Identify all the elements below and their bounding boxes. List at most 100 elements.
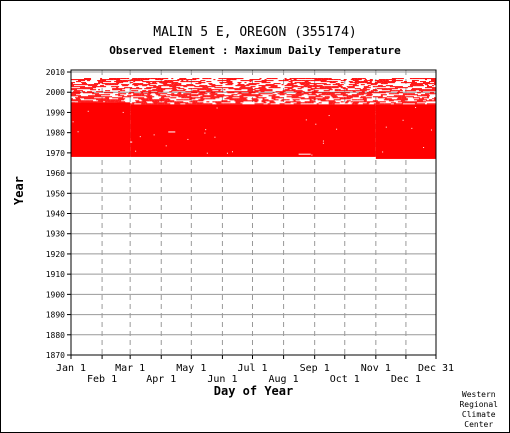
data-point: [352, 102, 359, 104]
data-point: [424, 79, 427, 81]
data-point: [80, 97, 86, 99]
data-point: [110, 99, 118, 101]
data-point: [96, 84, 99, 86]
data-point: [120, 90, 123, 92]
data-point: [433, 82, 436, 84]
data-point: [189, 85, 196, 87]
data-point: [161, 78, 169, 80]
data-point: [333, 102, 340, 104]
data-point: [105, 94, 111, 96]
data-point: [326, 96, 330, 98]
data-point: [261, 80, 268, 82]
data-point: [216, 103, 221, 105]
data-point: [362, 88, 367, 90]
data-point: [236, 98, 241, 100]
data-gap: [72, 121, 74, 123]
data-point: [246, 84, 250, 86]
data-point: [198, 93, 204, 95]
data-point: [413, 102, 417, 104]
data-point: [114, 84, 119, 86]
data-point: [264, 79, 267, 81]
data-point: [291, 86, 294, 88]
data-point: [376, 101, 380, 103]
x-tick-label: Jan 1: [56, 363, 86, 374]
data-point: [83, 92, 89, 94]
data-point: [231, 96, 237, 98]
data-point: [281, 99, 287, 101]
data-point: [76, 86, 79, 88]
data-point: [74, 84, 82, 86]
data-point: [165, 99, 171, 101]
data-point: [304, 102, 308, 104]
data-point: [71, 98, 74, 100]
data-point: [380, 95, 383, 97]
data-point: [300, 86, 305, 88]
data-point: [226, 91, 229, 93]
data-point: [305, 78, 312, 80]
data-point: [246, 95, 251, 97]
data-point: [409, 84, 415, 86]
data-point: [235, 94, 238, 96]
data-point: [411, 88, 418, 90]
plot-border: [70, 69, 437, 356]
data-point: [157, 81, 163, 83]
data-point: [107, 101, 115, 103]
data-point: [155, 90, 162, 92]
data-point: [264, 85, 272, 87]
data-point: [416, 92, 419, 94]
data-point: [284, 89, 290, 91]
data-point: [210, 97, 218, 99]
data-point: [338, 90, 346, 92]
data-point: [348, 90, 352, 92]
data-point: [218, 78, 222, 80]
data-point: [365, 80, 368, 82]
data-point: [141, 92, 144, 94]
data-point: [209, 84, 216, 86]
data-point: [142, 79, 150, 81]
data-point: [426, 85, 429, 87]
data-point: [360, 96, 363, 98]
data-point: [351, 90, 356, 92]
data-point: [223, 103, 230, 105]
data-point: [411, 81, 415, 83]
data-point: [185, 81, 189, 83]
data-point: [414, 103, 421, 105]
data-point: [375, 86, 381, 88]
data-point: [359, 101, 367, 103]
data-point: [171, 93, 175, 95]
data-gap: [322, 140, 324, 142]
data-point: [384, 103, 391, 105]
data-point: [285, 101, 290, 103]
data-gap: [311, 154, 313, 156]
data-point: [132, 84, 138, 86]
data-point: [118, 91, 121, 93]
data-point: [328, 78, 332, 80]
data-gap: [165, 145, 167, 147]
data-point: [148, 92, 154, 94]
data-point: [357, 78, 363, 80]
data-point: [149, 85, 157, 87]
data-point: [315, 85, 319, 87]
data-point: [237, 82, 242, 84]
data-block: [375, 104, 436, 159]
data-point: [327, 100, 335, 102]
data-point: [96, 101, 104, 103]
data-point: [342, 95, 349, 97]
data-point: [205, 91, 211, 93]
data-point: [235, 101, 242, 103]
y-tick-label: 1920: [46, 250, 65, 259]
data-point: [373, 92, 381, 94]
data-point: [300, 87, 304, 89]
y-tick-label: 1890: [46, 311, 65, 320]
data-point: [261, 81, 267, 83]
data-point: [185, 91, 192, 93]
data-point: [301, 80, 306, 82]
data-point: [340, 82, 344, 84]
data-point: [293, 103, 301, 105]
data-point: [77, 93, 81, 95]
data-point: [191, 95, 199, 97]
data-point: [169, 101, 173, 103]
data-point: [295, 95, 302, 97]
data-point: [351, 94, 359, 96]
data-point: [206, 96, 212, 98]
